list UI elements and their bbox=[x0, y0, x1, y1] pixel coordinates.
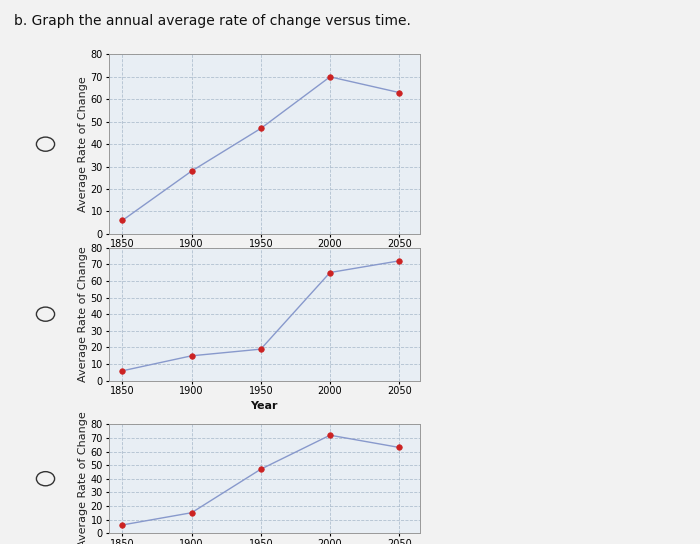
Text: b. Graph the annual average rate of change versus time.: b. Graph the annual average rate of chan… bbox=[14, 14, 411, 28]
Y-axis label: Average Rate of Change: Average Rate of Change bbox=[78, 246, 88, 382]
Y-axis label: Average Rate of Change: Average Rate of Change bbox=[78, 76, 88, 212]
Y-axis label: Average Rate of Change: Average Rate of Change bbox=[78, 411, 88, 544]
X-axis label: Year: Year bbox=[251, 254, 278, 264]
X-axis label: Year: Year bbox=[251, 400, 278, 411]
